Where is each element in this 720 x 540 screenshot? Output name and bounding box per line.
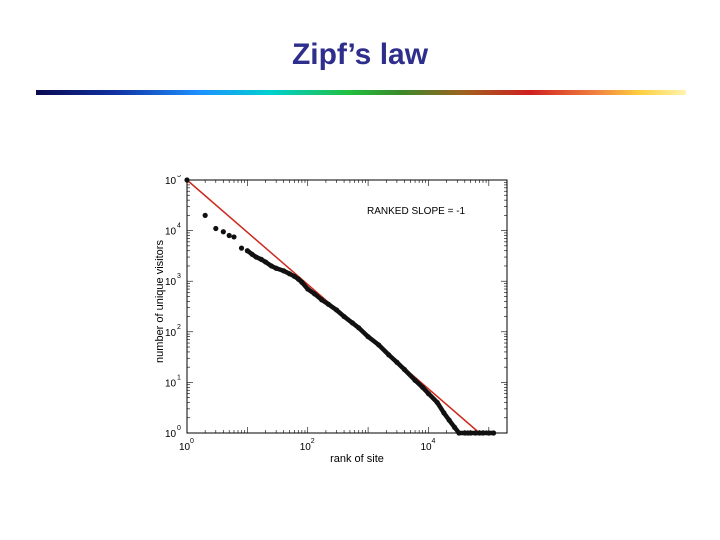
data-point bbox=[253, 254, 259, 260]
y-axis-label: number of unique visitors bbox=[154, 240, 166, 363]
x-tick-label: 10 bbox=[420, 442, 432, 453]
data-point bbox=[244, 248, 250, 254]
data-point bbox=[376, 342, 382, 348]
data-point bbox=[281, 268, 287, 274]
data-point bbox=[486, 430, 492, 436]
data-point bbox=[291, 273, 297, 279]
data-point bbox=[333, 307, 340, 313]
data-point bbox=[468, 430, 474, 436]
data-point bbox=[184, 177, 190, 183]
data-point bbox=[446, 417, 452, 423]
data-point bbox=[273, 265, 279, 271]
slide-title: Zipf’s law bbox=[291, 38, 429, 71]
data-point bbox=[231, 234, 237, 240]
data-point bbox=[401, 366, 408, 373]
data-points-trail bbox=[245, 248, 496, 436]
data-point bbox=[325, 301, 332, 307]
y-tick-exponent: 4 bbox=[177, 223, 181, 230]
y-tick-label: 10 bbox=[165, 277, 177, 288]
data-point bbox=[262, 259, 269, 265]
y-tick-label: 10 bbox=[165, 378, 177, 389]
data-point bbox=[349, 320, 356, 326]
title-gradient-rule bbox=[36, 90, 686, 95]
data-point bbox=[451, 424, 458, 430]
data-point bbox=[356, 325, 362, 331]
data-point bbox=[480, 430, 486, 436]
data-point bbox=[213, 225, 219, 232]
zipf-chart: 10 0 10 2 10 4 10 0 10 1 10 2 10 3 10 4 10 5 rank of site n… bbox=[150, 175, 520, 475]
data-point bbox=[202, 212, 208, 218]
x-axis-label: rank of site bbox=[330, 453, 384, 465]
data-point bbox=[472, 430, 479, 436]
data-point bbox=[394, 359, 400, 365]
x-tick-exponent: 4 bbox=[431, 438, 435, 445]
data-point bbox=[268, 263, 274, 269]
y-tick-label: 10 bbox=[165, 176, 177, 187]
x-tick-label: 10 bbox=[300, 442, 312, 453]
y-tick-label: 10 bbox=[165, 429, 177, 440]
data-point bbox=[425, 391, 432, 397]
y-tick-label: 10 bbox=[165, 328, 177, 339]
x-tick-label: 10 bbox=[179, 442, 191, 453]
data-point bbox=[365, 334, 371, 340]
data-point bbox=[441, 410, 447, 416]
data-point bbox=[312, 291, 318, 297]
data-point bbox=[238, 245, 245, 251]
data-point bbox=[258, 256, 264, 262]
data-point bbox=[434, 399, 440, 406]
y-tick-exponent: 1 bbox=[177, 374, 181, 381]
data-point bbox=[299, 279, 305, 285]
y-tick-exponent: 2 bbox=[177, 324, 181, 331]
y-tick-exponent: 3 bbox=[177, 273, 181, 280]
data-points-group bbox=[184, 177, 497, 436]
data-point bbox=[286, 271, 293, 277]
data-point bbox=[295, 276, 301, 282]
data-point bbox=[249, 251, 255, 257]
data-point bbox=[220, 229, 226, 235]
data-point bbox=[491, 430, 497, 436]
plot-frame bbox=[186, 179, 508, 434]
slope-annotation: RANKED SLOPE = -1 bbox=[367, 206, 466, 217]
data-point bbox=[305, 286, 311, 292]
data-point bbox=[412, 377, 418, 383]
data-point bbox=[456, 430, 462, 436]
data-point bbox=[420, 384, 426, 390]
x-tick-exponent: 2 bbox=[311, 438, 315, 445]
y-tick-exponent: 5 bbox=[177, 175, 181, 179]
data-point bbox=[319, 297, 325, 303]
data-point bbox=[386, 352, 392, 358]
data-point bbox=[226, 232, 232, 239]
data-point bbox=[341, 313, 347, 320]
y-tick-label: 10 bbox=[165, 227, 177, 238]
y-tick-exponent: 0 bbox=[177, 425, 181, 432]
x-tick-exponent: 0 bbox=[190, 438, 194, 445]
